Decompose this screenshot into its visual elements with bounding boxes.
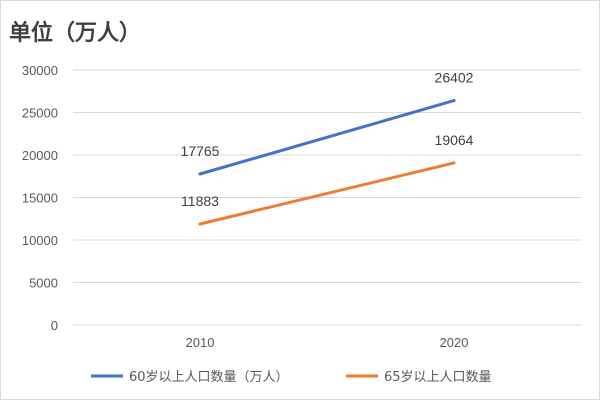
chart-title: 单位（万人） (9, 21, 142, 46)
y-tick-label: 15000 (22, 191, 58, 206)
legend-label: 60岁以上人口数量（万人） (129, 370, 289, 385)
data-point (452, 161, 456, 165)
data-label: 19064 (435, 132, 474, 148)
data-label: 11883 (181, 193, 219, 209)
y-tick-label: 10000 (22, 233, 58, 248)
x-tick-label: 2020 (440, 335, 469, 350)
y-tick-label: 25000 (22, 106, 58, 121)
x-tick-label: 2010 (186, 335, 215, 350)
data-label: 17765 (181, 143, 220, 159)
legend-label: 65岁以上人口数量 (384, 370, 492, 385)
y-tick-label: 0 (51, 318, 58, 333)
y-tick-label: 20000 (22, 148, 58, 163)
data-point (198, 172, 202, 176)
data-point (452, 99, 456, 103)
y-tick-label: 5000 (29, 276, 58, 291)
data-label: 26402 (435, 70, 474, 86)
y-tick-label: 30000 (22, 63, 58, 78)
series-line (198, 161, 456, 226)
series-line (198, 99, 456, 176)
data-point (198, 222, 202, 226)
